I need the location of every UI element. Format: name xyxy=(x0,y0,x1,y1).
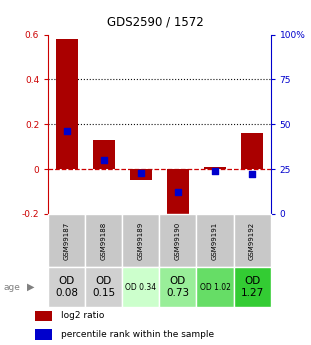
Bar xyxy=(48,214,85,267)
Point xyxy=(101,157,106,163)
Text: age: age xyxy=(3,283,20,292)
Bar xyxy=(35,310,52,321)
Text: GSM99191: GSM99191 xyxy=(212,221,218,260)
Bar xyxy=(197,267,234,307)
Point xyxy=(212,168,217,174)
Bar xyxy=(234,267,271,307)
Bar xyxy=(85,214,122,267)
Text: percentile rank within the sample: percentile rank within the sample xyxy=(61,330,214,339)
Text: OD
1.27: OD 1.27 xyxy=(240,276,264,298)
Point xyxy=(175,190,180,195)
Bar xyxy=(122,214,159,267)
Bar xyxy=(241,133,263,169)
Text: ▶: ▶ xyxy=(27,282,35,292)
Text: OD 1.02: OD 1.02 xyxy=(200,283,230,292)
Bar xyxy=(130,169,152,180)
Text: GDS2590 / 1572: GDS2590 / 1572 xyxy=(107,16,204,29)
Bar xyxy=(122,267,159,307)
Bar xyxy=(159,214,197,267)
Text: log2 ratio: log2 ratio xyxy=(61,311,104,320)
Text: OD
0.73: OD 0.73 xyxy=(166,276,189,298)
Bar xyxy=(204,167,226,169)
Bar xyxy=(48,267,85,307)
Bar xyxy=(234,214,271,267)
Text: GSM99187: GSM99187 xyxy=(64,221,70,260)
Text: OD
0.15: OD 0.15 xyxy=(92,276,115,298)
Text: GSM99192: GSM99192 xyxy=(249,221,255,260)
Text: OD 0.34: OD 0.34 xyxy=(125,283,156,292)
Bar xyxy=(167,169,189,230)
Bar xyxy=(56,39,78,169)
Text: GSM99188: GSM99188 xyxy=(101,221,107,260)
Bar xyxy=(197,214,234,267)
Bar xyxy=(93,140,115,169)
Point xyxy=(64,129,69,134)
Bar xyxy=(85,267,122,307)
Point xyxy=(249,172,254,177)
Text: GSM99190: GSM99190 xyxy=(175,221,181,260)
Text: OD
0.08: OD 0.08 xyxy=(55,276,78,298)
Point xyxy=(138,170,143,175)
Bar xyxy=(159,267,197,307)
Bar xyxy=(35,329,52,340)
Text: GSM99189: GSM99189 xyxy=(138,221,144,260)
